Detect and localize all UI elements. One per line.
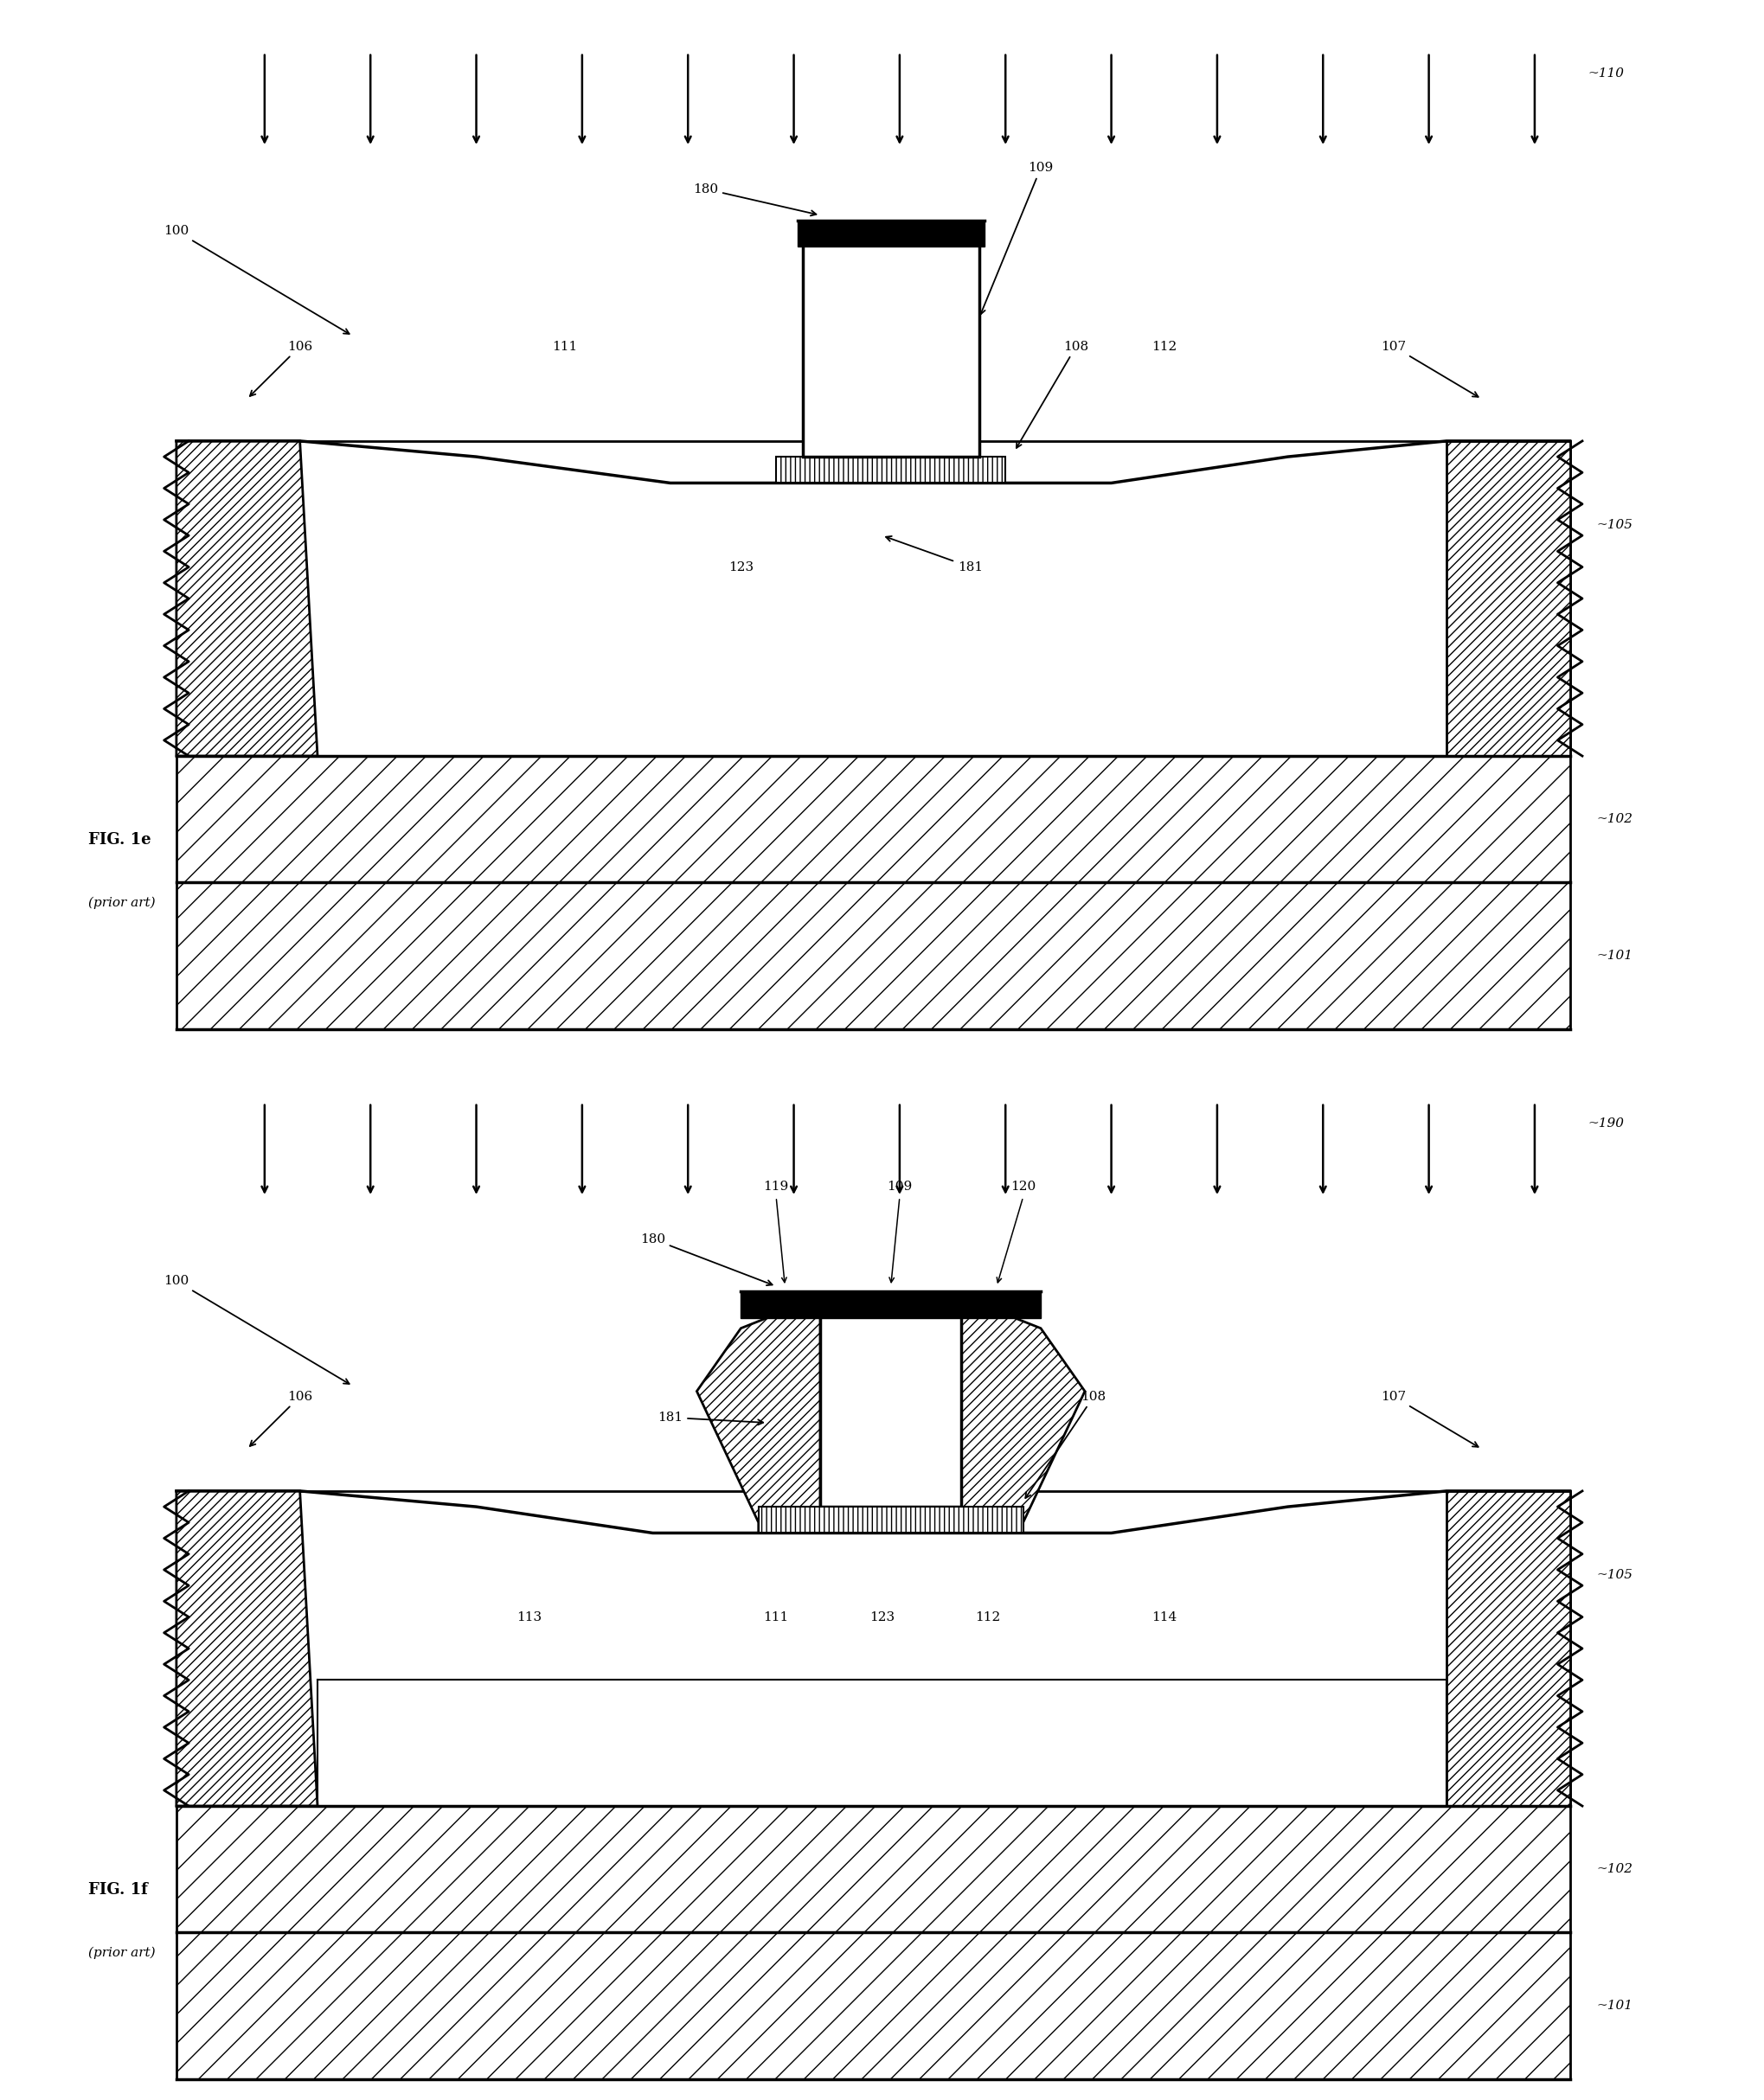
Text: 100: 100 [164,1275,349,1384]
Text: 111: 111 [764,1611,789,1623]
Bar [797,220,984,246]
Text: 108: 108 [1016,340,1088,447]
Bar [176,882,1570,1029]
Text: ~105: ~105 [1596,1569,1633,1581]
Text: FIG. 1f: FIG. 1f [88,1882,148,1898]
Text: (prior art): (prior art) [88,897,155,909]
Bar [176,1491,1570,1806]
Text: 123: 123 [729,561,753,573]
Bar [176,441,1570,756]
Polygon shape [176,441,318,756]
Text: 100: 100 [164,225,349,334]
Bar [176,1932,1570,2079]
Text: FIG. 1e: FIG. 1e [88,832,152,848]
Text: 180: 180 [693,183,817,216]
Text: 106: 106 [250,340,312,397]
Polygon shape [697,1296,820,1533]
Text: ~110: ~110 [1588,67,1625,80]
Text: ~102: ~102 [1596,813,1633,825]
Text: 181: 181 [658,1411,764,1426]
Text: 112: 112 [1152,340,1177,353]
Polygon shape [1446,441,1570,756]
Text: 109: 109 [887,1180,912,1193]
Text: ~190: ~190 [1588,1117,1625,1130]
Text: ~105: ~105 [1596,519,1633,531]
Text: ~101: ~101 [1596,1999,1633,2012]
Bar [820,1296,961,1508]
Text: ~101: ~101 [1596,949,1633,962]
Text: 180: 180 [640,1233,773,1285]
Polygon shape [176,1491,318,1806]
Polygon shape [1446,1491,1570,1806]
Text: 114: 114 [1152,1611,1177,1623]
Text: 112: 112 [975,1611,1000,1623]
Text: 181: 181 [886,536,983,573]
Bar [759,1508,1023,1533]
Bar [176,1806,1570,1932]
Text: 107: 107 [1381,1390,1478,1447]
Text: 106: 106 [250,1390,312,1447]
Text: 107: 107 [1381,340,1478,397]
Bar [741,1292,1041,1319]
Bar [176,756,1570,882]
Bar [803,225,979,456]
Text: 120: 120 [1011,1180,1035,1193]
Text: 123: 123 [870,1611,894,1623]
Text: 109: 109 [981,162,1053,315]
Text: 108: 108 [1025,1390,1106,1497]
Text: (prior art): (prior art) [88,1947,155,1959]
Text: ~102: ~102 [1596,1863,1633,1875]
Text: 111: 111 [552,340,577,353]
Text: 119: 119 [764,1180,789,1193]
Bar [776,458,1005,483]
Text: 113: 113 [517,1611,542,1623]
Polygon shape [961,1296,1085,1533]
